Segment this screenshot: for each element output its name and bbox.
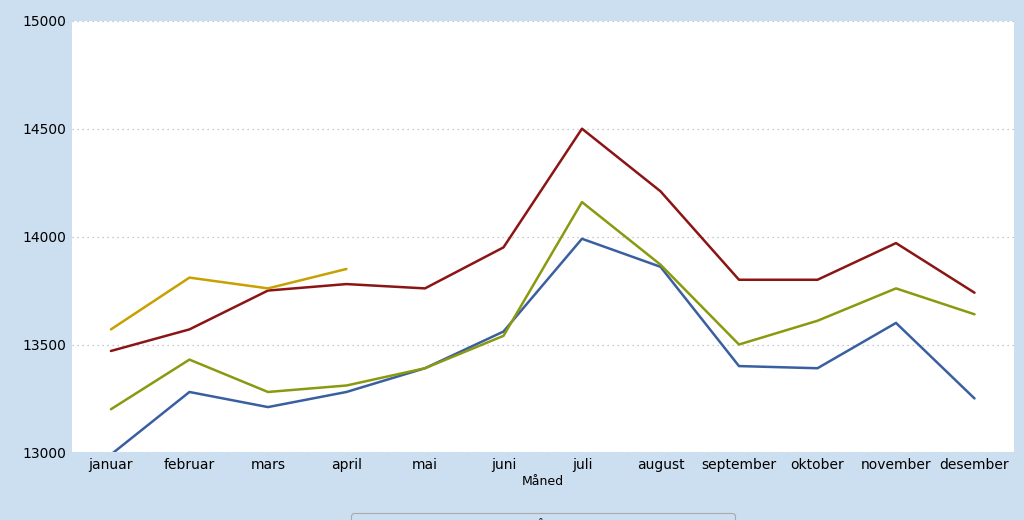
2016 [811, 318, 823, 324]
2015 [262, 404, 274, 410]
2015 [498, 329, 510, 335]
Line: 2018: 2018 [111, 269, 346, 329]
2015 [890, 320, 902, 326]
2015 [969, 395, 981, 401]
2017 [419, 285, 431, 292]
2015 [419, 365, 431, 371]
2016 [183, 357, 196, 363]
2017 [733, 277, 745, 283]
Line: 2017: 2017 [111, 128, 975, 351]
2017 [969, 290, 981, 296]
2015 [654, 264, 667, 270]
2017 [890, 240, 902, 246]
Line: 2016: 2016 [111, 202, 975, 409]
2016 [969, 311, 981, 317]
2016 [498, 333, 510, 339]
2016 [262, 389, 274, 395]
2017 [340, 281, 352, 287]
2016 [419, 365, 431, 371]
2015 [183, 389, 196, 395]
2018 [104, 326, 117, 332]
X-axis label: Måned: Måned [521, 475, 564, 488]
2015 [104, 451, 117, 458]
2015 [575, 236, 588, 242]
2016 [733, 341, 745, 347]
2016 [890, 285, 902, 292]
2017 [104, 348, 117, 354]
2016 [104, 406, 117, 412]
2015 [340, 389, 352, 395]
2018 [340, 266, 352, 272]
2018 [183, 275, 196, 281]
2017 [654, 188, 667, 194]
2015 [733, 363, 745, 369]
2016 [575, 199, 588, 205]
2015 [811, 365, 823, 371]
2017 [575, 125, 588, 132]
2016 [340, 382, 352, 388]
2018 [262, 285, 274, 292]
Line: 2015: 2015 [111, 239, 975, 454]
2017 [498, 244, 510, 251]
Legend: 2015, 2016, 2017, 2018: 2015, 2016, 2017, 2018 [351, 513, 734, 520]
2017 [183, 326, 196, 332]
2017 [811, 277, 823, 283]
2016 [654, 262, 667, 268]
2017 [262, 288, 274, 294]
